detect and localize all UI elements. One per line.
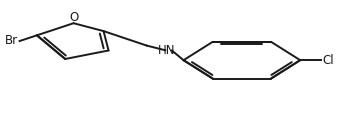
Text: HN: HN	[158, 44, 176, 57]
Text: O: O	[69, 11, 78, 24]
Text: Br: Br	[5, 34, 18, 47]
Text: Cl: Cl	[322, 54, 334, 67]
